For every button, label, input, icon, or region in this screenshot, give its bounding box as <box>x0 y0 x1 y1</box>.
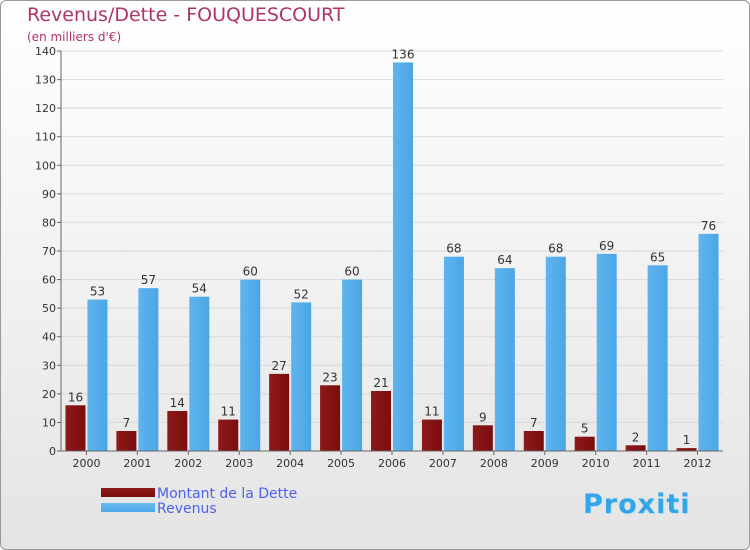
bar-dette-2002 <box>167 411 188 451</box>
bar-revenus-2012 <box>698 233 719 451</box>
bar-revenus-2010 <box>596 253 617 451</box>
data-label-dette-2003: 11 <box>221 405 236 419</box>
y-tick-label-80: 80 <box>42 216 56 229</box>
y-tick-label-0: 0 <box>49 445 56 458</box>
bar-dette-2009 <box>523 431 544 451</box>
data-label-revenus-2012: 76 <box>701 219 716 233</box>
x-tick-label-2011: 2011 <box>633 457 661 470</box>
bar-dette-2004 <box>269 373 290 451</box>
proxiti-logo: Proxiti <box>583 489 691 520</box>
bar-revenus-2011 <box>647 265 668 451</box>
bar-dette-2008 <box>472 425 493 451</box>
y-tick-label-110: 110 <box>35 131 56 144</box>
x-tick-label-2001: 2001 <box>123 457 151 470</box>
legend-swatch-revenus <box>101 503 155 512</box>
data-label-revenus-2002: 54 <box>192 282 207 296</box>
x-tick-label-2005: 2005 <box>327 457 355 470</box>
data-label-revenus-2005: 60 <box>344 265 359 279</box>
y-tick-label-140: 140 <box>35 45 56 58</box>
bar-dette-2010 <box>574 436 595 451</box>
data-label-dette-2004: 27 <box>272 359 287 373</box>
x-tick-label-2008: 2008 <box>480 457 508 470</box>
data-label-revenus-2006: 136 <box>392 47 415 61</box>
bar-dette-2000 <box>65 405 86 451</box>
grid-layer <box>61 50 723 452</box>
bar-revenus-2000 <box>87 299 108 451</box>
data-label-revenus-2003: 60 <box>243 265 258 279</box>
bar-dette-2001 <box>116 431 137 451</box>
x-tick-label-2004: 2004 <box>276 457 304 470</box>
data-label-dette-2011: 2 <box>632 430 640 444</box>
legend-swatch-dette <box>101 488 155 497</box>
data-label-revenus-2011: 65 <box>650 250 665 264</box>
x-tick-label-2007: 2007 <box>429 457 457 470</box>
x-tick-label-2003: 2003 <box>225 457 253 470</box>
data-label-dette-2000: 16 <box>68 390 83 404</box>
bar-revenus-2007 <box>443 256 464 451</box>
y-tick-label-50: 50 <box>42 302 56 315</box>
legend-label-revenus: Revenus <box>157 501 217 517</box>
bar-revenus-2001 <box>138 288 159 451</box>
legend-label-dette: Montant de la Dette <box>157 486 298 502</box>
bar-dette-2007 <box>421 419 442 451</box>
data-label-dette-2002: 14 <box>170 396 185 410</box>
y-tick-label-30: 30 <box>42 359 56 372</box>
data-label-dette-2006: 21 <box>373 376 388 390</box>
y-tick-label-70: 70 <box>42 245 56 258</box>
data-label-dette-2008: 9 <box>479 410 487 424</box>
bar-dette-2005 <box>320 385 341 451</box>
bar-dette-2003 <box>218 419 239 451</box>
data-label-dette-2012: 1 <box>683 433 691 447</box>
bar-revenus-2009 <box>545 256 566 451</box>
data-label-dette-2009: 7 <box>530 416 538 430</box>
y-tick-label-10: 10 <box>42 416 56 429</box>
x-tick-label-2006: 2006 <box>378 457 406 470</box>
y-tick-label-100: 100 <box>35 159 56 172</box>
data-label-revenus-2000: 53 <box>90 285 105 299</box>
x-tick-label-2000: 2000 <box>72 457 100 470</box>
axis-layer: 0 10 20 30 40 50 60 70 80 90 100 110 120 130 140 2000 20… <box>35 45 723 470</box>
y-tick-label-60: 60 <box>42 274 56 287</box>
y-tick-label-130: 130 <box>35 74 56 87</box>
x-tick-label-2002: 2002 <box>174 457 202 470</box>
bar-dette-2006 <box>371 391 391 451</box>
data-label-revenus-2001: 57 <box>141 273 156 287</box>
bar-revenus-2008 <box>494 268 515 451</box>
bar-dette-2012 <box>676 448 697 451</box>
bar-revenus-2002 <box>189 296 210 451</box>
data-label-revenus-2008: 64 <box>497 253 512 267</box>
bar-dette-2011 <box>625 445 646 451</box>
bar-revenus-2005 <box>342 279 363 451</box>
y-tick-label-120: 120 <box>35 102 56 115</box>
data-label-dette-2005: 23 <box>322 370 337 384</box>
bar-revenus-2006 <box>393 62 413 452</box>
bars-layer: 1653757145411602752236021136116896476856… <box>65 47 719 452</box>
data-label-revenus-2004: 52 <box>294 287 309 301</box>
data-label-revenus-2007: 68 <box>446 242 461 256</box>
chart-subtitle: (en milliers d'€) <box>27 30 122 44</box>
bar-revenus-2004 <box>291 302 312 451</box>
y-tick-label-90: 90 <box>42 188 56 201</box>
bar-revenus-2003 <box>240 279 261 451</box>
x-tick-label-2010: 2010 <box>582 457 610 470</box>
data-label-dette-2010: 5 <box>581 422 589 436</box>
data-label-dette-2001: 7 <box>123 416 131 430</box>
x-tick-label-2009: 2009 <box>531 457 559 470</box>
y-tick-label-20: 20 <box>42 388 56 401</box>
data-label-revenus-2009: 68 <box>548 242 563 256</box>
y-tick-label-40: 40 <box>42 331 56 344</box>
chart-title: Revenus/Dette - FOUQUESCOURT <box>27 4 345 26</box>
data-label-revenus-2010: 69 <box>599 239 614 253</box>
data-label-dette-2007: 11 <box>424 405 439 419</box>
x-tick-label-2012: 2012 <box>684 457 712 470</box>
